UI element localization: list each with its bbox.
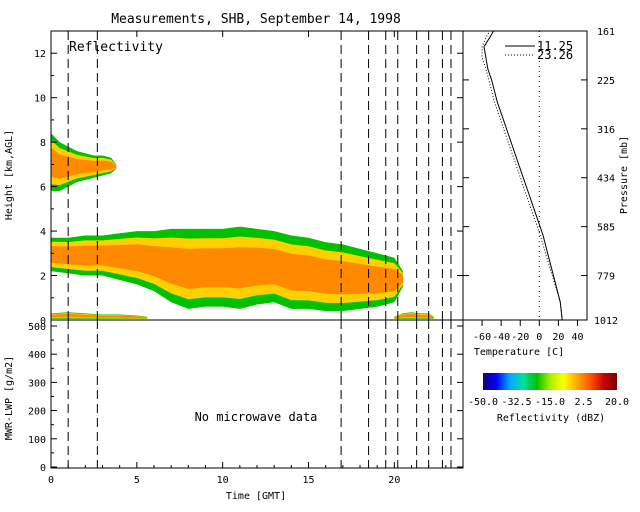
sounding-xtick-label-2: -20 bbox=[511, 332, 529, 343]
pressure-tick-label-1: 225 bbox=[597, 76, 615, 87]
echo-layers bbox=[51, 133, 434, 319]
lwp-ytick-label-4: 400 bbox=[28, 350, 46, 361]
pressure-tick-label-2: 316 bbox=[597, 125, 615, 136]
lwp-xtick-label-4: 20 bbox=[388, 475, 400, 486]
refl-ytick-label-5: 10 bbox=[34, 94, 46, 105]
sounding-xtick-label-1: -40 bbox=[492, 332, 510, 343]
sounding-frame bbox=[462, 30, 588, 321]
echo-layer-2-core bbox=[51, 244, 403, 295]
sounding-xtick-label-5: 40 bbox=[571, 332, 583, 343]
sounding-content bbox=[481, 30, 563, 321]
echo-layer-3-core bbox=[51, 313, 148, 319]
lwp-x-axis-label: Time [GMT] bbox=[226, 491, 286, 502]
lwp-xtick-label-1: 5 bbox=[134, 475, 140, 486]
echo-layer-1-core bbox=[51, 147, 117, 179]
pressure-tick-label-4: 585 bbox=[597, 223, 615, 234]
lwp-frame bbox=[50, 319, 464, 469]
refl-ytick-label-0: 0 bbox=[40, 316, 46, 327]
colorbar-tick-label-0: -50.0 bbox=[468, 397, 498, 408]
refl-y-axis-label: Height [km,AGL] bbox=[4, 130, 15, 220]
sounding-series-11-25 bbox=[483, 30, 563, 321]
sounding-xtick-label-3: 0 bbox=[536, 332, 542, 343]
sounding-x-axis-label: Temperature [C] bbox=[474, 347, 564, 358]
refl-y-ticks: 0 2 4 6 8 10 12 bbox=[34, 30, 463, 327]
sounding-panel: -60 -40 -20 0 20 40 161 225 316 434 585 779 1012 11… bbox=[462, 27, 630, 358]
pressure-tick-label-6: 1012 bbox=[594, 316, 618, 327]
lwp-ytick-label-0: 0 bbox=[40, 463, 46, 474]
no-data-message: No microwave data bbox=[195, 410, 318, 424]
refl-ytick-label-2: 4 bbox=[40, 227, 46, 238]
lwp-ytick-label-3: 300 bbox=[28, 378, 46, 389]
reflectivity-label: Reflectivity bbox=[69, 40, 163, 55]
lwp-y-ticks: 0 100 200 300 400 500 bbox=[28, 322, 463, 474]
lwp-xtick-label-2: 10 bbox=[217, 475, 229, 486]
legend-label-1: 11.25 bbox=[537, 39, 573, 53]
reflectivity-panel: 0 2 4 6 8 10 12 Reflectivity Height [km,AGL] bbox=[4, 30, 464, 327]
refl-vertical-lines bbox=[67, 31, 452, 320]
refl-ytick-label-6: 12 bbox=[34, 49, 46, 60]
pressure-tick-label-5: 779 bbox=[597, 272, 615, 283]
sounding-x-ticks: -60 -40 -20 0 20 40 bbox=[473, 320, 583, 343]
lwp-vertical-lines bbox=[67, 320, 452, 468]
colorbar-tick-label-3: 2.5 bbox=[574, 397, 592, 408]
colorbar-tick-label-2: -15.0 bbox=[535, 397, 565, 408]
lwp-xtick-label-3: 15 bbox=[302, 475, 314, 486]
colorbar-ticks: -50.0 -32.5 -15.0 2.5 20.0 bbox=[468, 397, 629, 408]
pressure-tick-label-3: 434 bbox=[597, 174, 615, 185]
figure-title: Measurements, SHB, September 14, 1998 bbox=[111, 12, 401, 27]
lwp-x-ticks: 0 5 10 15 20 bbox=[48, 31, 447, 486]
colorbar: -50.0 -32.5 -15.0 2.5 20.0 Reflectivity (dBZ… bbox=[468, 373, 629, 424]
colorbar-gradient bbox=[483, 373, 617, 390]
refl-ytick-label-4: 8 bbox=[40, 138, 46, 149]
sounding-pressure-ticks: 161 225 316 434 585 779 1012 bbox=[463, 27, 618, 327]
sounding-y-axis-label: Pressure [mb] bbox=[619, 136, 630, 214]
lwp-xtick-label-0: 0 bbox=[48, 475, 54, 486]
lwp-y-axis-label: MWR-LWP [g/m2] bbox=[4, 356, 15, 440]
refl-ytick-label-3: 6 bbox=[40, 183, 46, 194]
echo-layer-4-core bbox=[394, 313, 434, 319]
colorbar-tick-label-1: -32.5 bbox=[501, 397, 531, 408]
sounding-xtick-label-4: 20 bbox=[552, 332, 564, 343]
colorbar-tick-label-4: 20.0 bbox=[605, 397, 629, 408]
lwp-ytick-label-1: 100 bbox=[28, 435, 46, 446]
pressure-tick-label-0: 161 bbox=[597, 27, 615, 38]
lwp-ytick-label-5: 500 bbox=[28, 322, 46, 333]
sounding-xtick-label-0: -60 bbox=[473, 332, 491, 343]
lwp-ytick-label-2: 200 bbox=[28, 407, 46, 418]
refl-ytick-label-1: 2 bbox=[40, 272, 46, 283]
colorbar-label: Reflectivity (dBZ) bbox=[497, 413, 605, 424]
legend-label-2: 23.26 bbox=[537, 48, 573, 62]
